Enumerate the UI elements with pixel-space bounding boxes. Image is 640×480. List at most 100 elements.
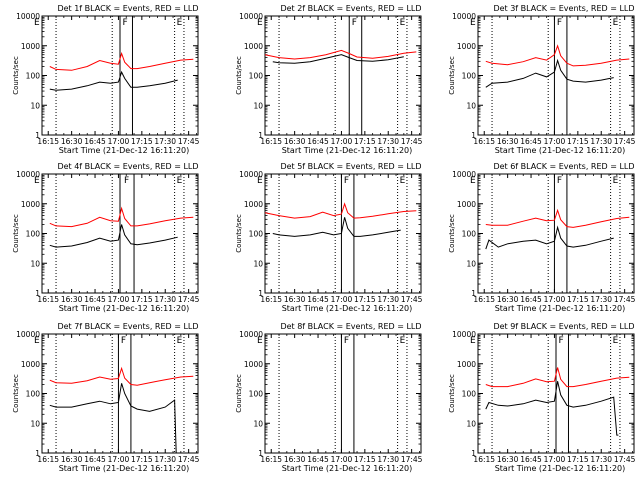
x-tick-label: 17:45 <box>178 137 200 146</box>
interval-flag: F <box>352 18 357 28</box>
y-tick-label: 100 <box>26 390 41 399</box>
detector-panel: Det 9f BLACK = Events, RED = LLD 1 10 100 10… <box>448 322 636 473</box>
interval-flag: E <box>257 176 263 186</box>
x-tick-label: 17:15 <box>131 137 153 146</box>
lld-series-line <box>485 208 630 228</box>
panel-title: Det 4f BLACK = Events, RED = LLD <box>57 162 198 171</box>
y-tick-label: 1000 <box>457 360 476 369</box>
y-tick-label: 1 <box>35 131 40 140</box>
interval-flag: E <box>613 18 619 28</box>
x-tick-label: 16:15 <box>260 295 282 304</box>
x-tick-label: 16:30 <box>284 295 306 304</box>
x-tick-label: 17:15 <box>567 295 589 304</box>
y-tick-label: 1000 <box>21 200 40 209</box>
y-axis-label: Counts/sec <box>12 56 20 95</box>
y-tick-label: 10000 <box>239 12 263 21</box>
y-tick-label: 1000 <box>244 360 263 369</box>
x-tick-label: 17:15 <box>354 295 376 304</box>
x-tick-label: 16:15 <box>37 137 59 146</box>
y-axis-label: Counts/sec <box>235 214 243 253</box>
x-tick-label: 16:30 <box>61 137 83 146</box>
lld-series-line <box>485 367 630 388</box>
x-tick-label: 16:30 <box>61 295 83 304</box>
panel-title: Det 1f BLACK = Events, RED = LLD <box>57 4 198 13</box>
detector-panel: Det 2f BLACK = Events, RED = LLD 1 10 100 10… <box>235 4 423 155</box>
y-tick-label: 1 <box>471 449 476 458</box>
x-tick-label: 17:00 <box>331 295 353 304</box>
interval-flag: F <box>122 18 127 28</box>
plot-frame <box>264 173 422 294</box>
x-tick-label: 16:30 <box>497 455 519 464</box>
x-tick-label: 17:00 <box>544 137 566 146</box>
x-tick-label: 16:15 <box>37 295 59 304</box>
x-axis-label: Start Time (21-Dec-12 16:11:20) <box>282 464 413 473</box>
x-axis-label: Start Time (21-Dec-12 16:11:20) <box>495 146 626 155</box>
y-tick-label: 1000 <box>244 42 263 51</box>
detector-panel: Det 8f BLACK = Events, RED = LLD 1 10 100 10… <box>235 322 423 473</box>
y-tick-label: 1 <box>471 131 476 140</box>
events-series-line <box>272 54 404 64</box>
y-tick-label: 1000 <box>21 360 40 369</box>
interval-flag: E <box>400 336 406 346</box>
y-tick-label: 10 <box>253 419 263 428</box>
y-axis-label: Counts/sec <box>448 374 456 413</box>
y-tick-label: 1 <box>35 449 40 458</box>
events-series-line <box>49 70 178 91</box>
x-tick-label: 17:45 <box>614 295 636 304</box>
y-tick-label: 10 <box>466 101 476 110</box>
detector-panel: Det 3f BLACK = Events, RED = LLD 1 10 100 10… <box>448 4 636 155</box>
x-tick-label: 16:30 <box>61 455 83 464</box>
x-tick-label: 16:15 <box>473 137 495 146</box>
x-tick-label: 16:45 <box>84 137 106 146</box>
x-tick-label: 17:15 <box>131 295 153 304</box>
x-tick-label: 16:45 <box>520 455 542 464</box>
x-axis-label: Start Time (21-Dec-12 16:11:20) <box>59 304 190 313</box>
y-tick-label: 100 <box>26 230 41 239</box>
x-tick-label: 17:30 <box>154 137 176 146</box>
x-tick-label: 16:15 <box>260 455 282 464</box>
interval-flag: E <box>613 336 619 346</box>
events-series-line <box>485 225 614 250</box>
lld-series-line <box>264 49 417 60</box>
y-tick-label: 10000 <box>239 330 263 339</box>
events-series-line <box>485 381 619 436</box>
interval-flag: F <box>558 336 563 346</box>
plot-frame <box>264 15 422 136</box>
panel-title: Det 7f BLACK = Events, RED = LLD <box>57 322 198 331</box>
x-tick-label: 16:30 <box>284 455 306 464</box>
events-series-line <box>49 224 178 248</box>
interval-flag: E <box>400 176 406 186</box>
x-tick-label: 17:30 <box>154 455 176 464</box>
y-tick-label: 10 <box>466 259 476 268</box>
detector-panel: Det 7f BLACK = Events, RED = LLD 1 10 100 10… <box>12 322 200 473</box>
x-tick-label: 17:00 <box>544 455 566 464</box>
detector-panel: Det 6f BLACK = Events, RED = LLD 1 10 100 10… <box>448 162 636 313</box>
x-tick-label: 17:30 <box>377 455 399 464</box>
panel-title: Det 8f BLACK = Events, RED = LLD <box>280 322 421 331</box>
y-tick-label: 1 <box>258 131 263 140</box>
lld-series-line <box>49 206 194 228</box>
interval-flag: E <box>257 18 263 28</box>
x-tick-label: 16:15 <box>473 295 495 304</box>
events-series-line <box>485 58 614 88</box>
y-tick-label: 10 <box>30 101 40 110</box>
y-tick-label: 1000 <box>457 42 476 51</box>
interval-flag: E <box>34 336 40 346</box>
y-tick-label: 10000 <box>239 170 263 179</box>
panel-title: Det 3f BLACK = Events, RED = LLD <box>493 4 634 13</box>
x-tick-label: 17:15 <box>131 455 153 464</box>
y-tick-label: 10 <box>253 101 263 110</box>
interval-flag: E <box>177 176 183 186</box>
interval-flag: F <box>557 18 562 28</box>
x-tick-label: 17:45 <box>178 455 200 464</box>
x-tick-label: 17:15 <box>567 137 589 146</box>
x-tick-label: 17:00 <box>331 137 353 146</box>
y-tick-label: 1 <box>471 289 476 298</box>
interval-flag: E <box>257 336 263 346</box>
interval-flag: E <box>400 18 406 28</box>
y-tick-label: 10 <box>30 419 40 428</box>
y-tick-label: 10000 <box>16 330 40 339</box>
x-tick-label: 17:45 <box>614 137 636 146</box>
interval-flag: F <box>124 176 129 186</box>
x-tick-label: 16:30 <box>497 295 519 304</box>
